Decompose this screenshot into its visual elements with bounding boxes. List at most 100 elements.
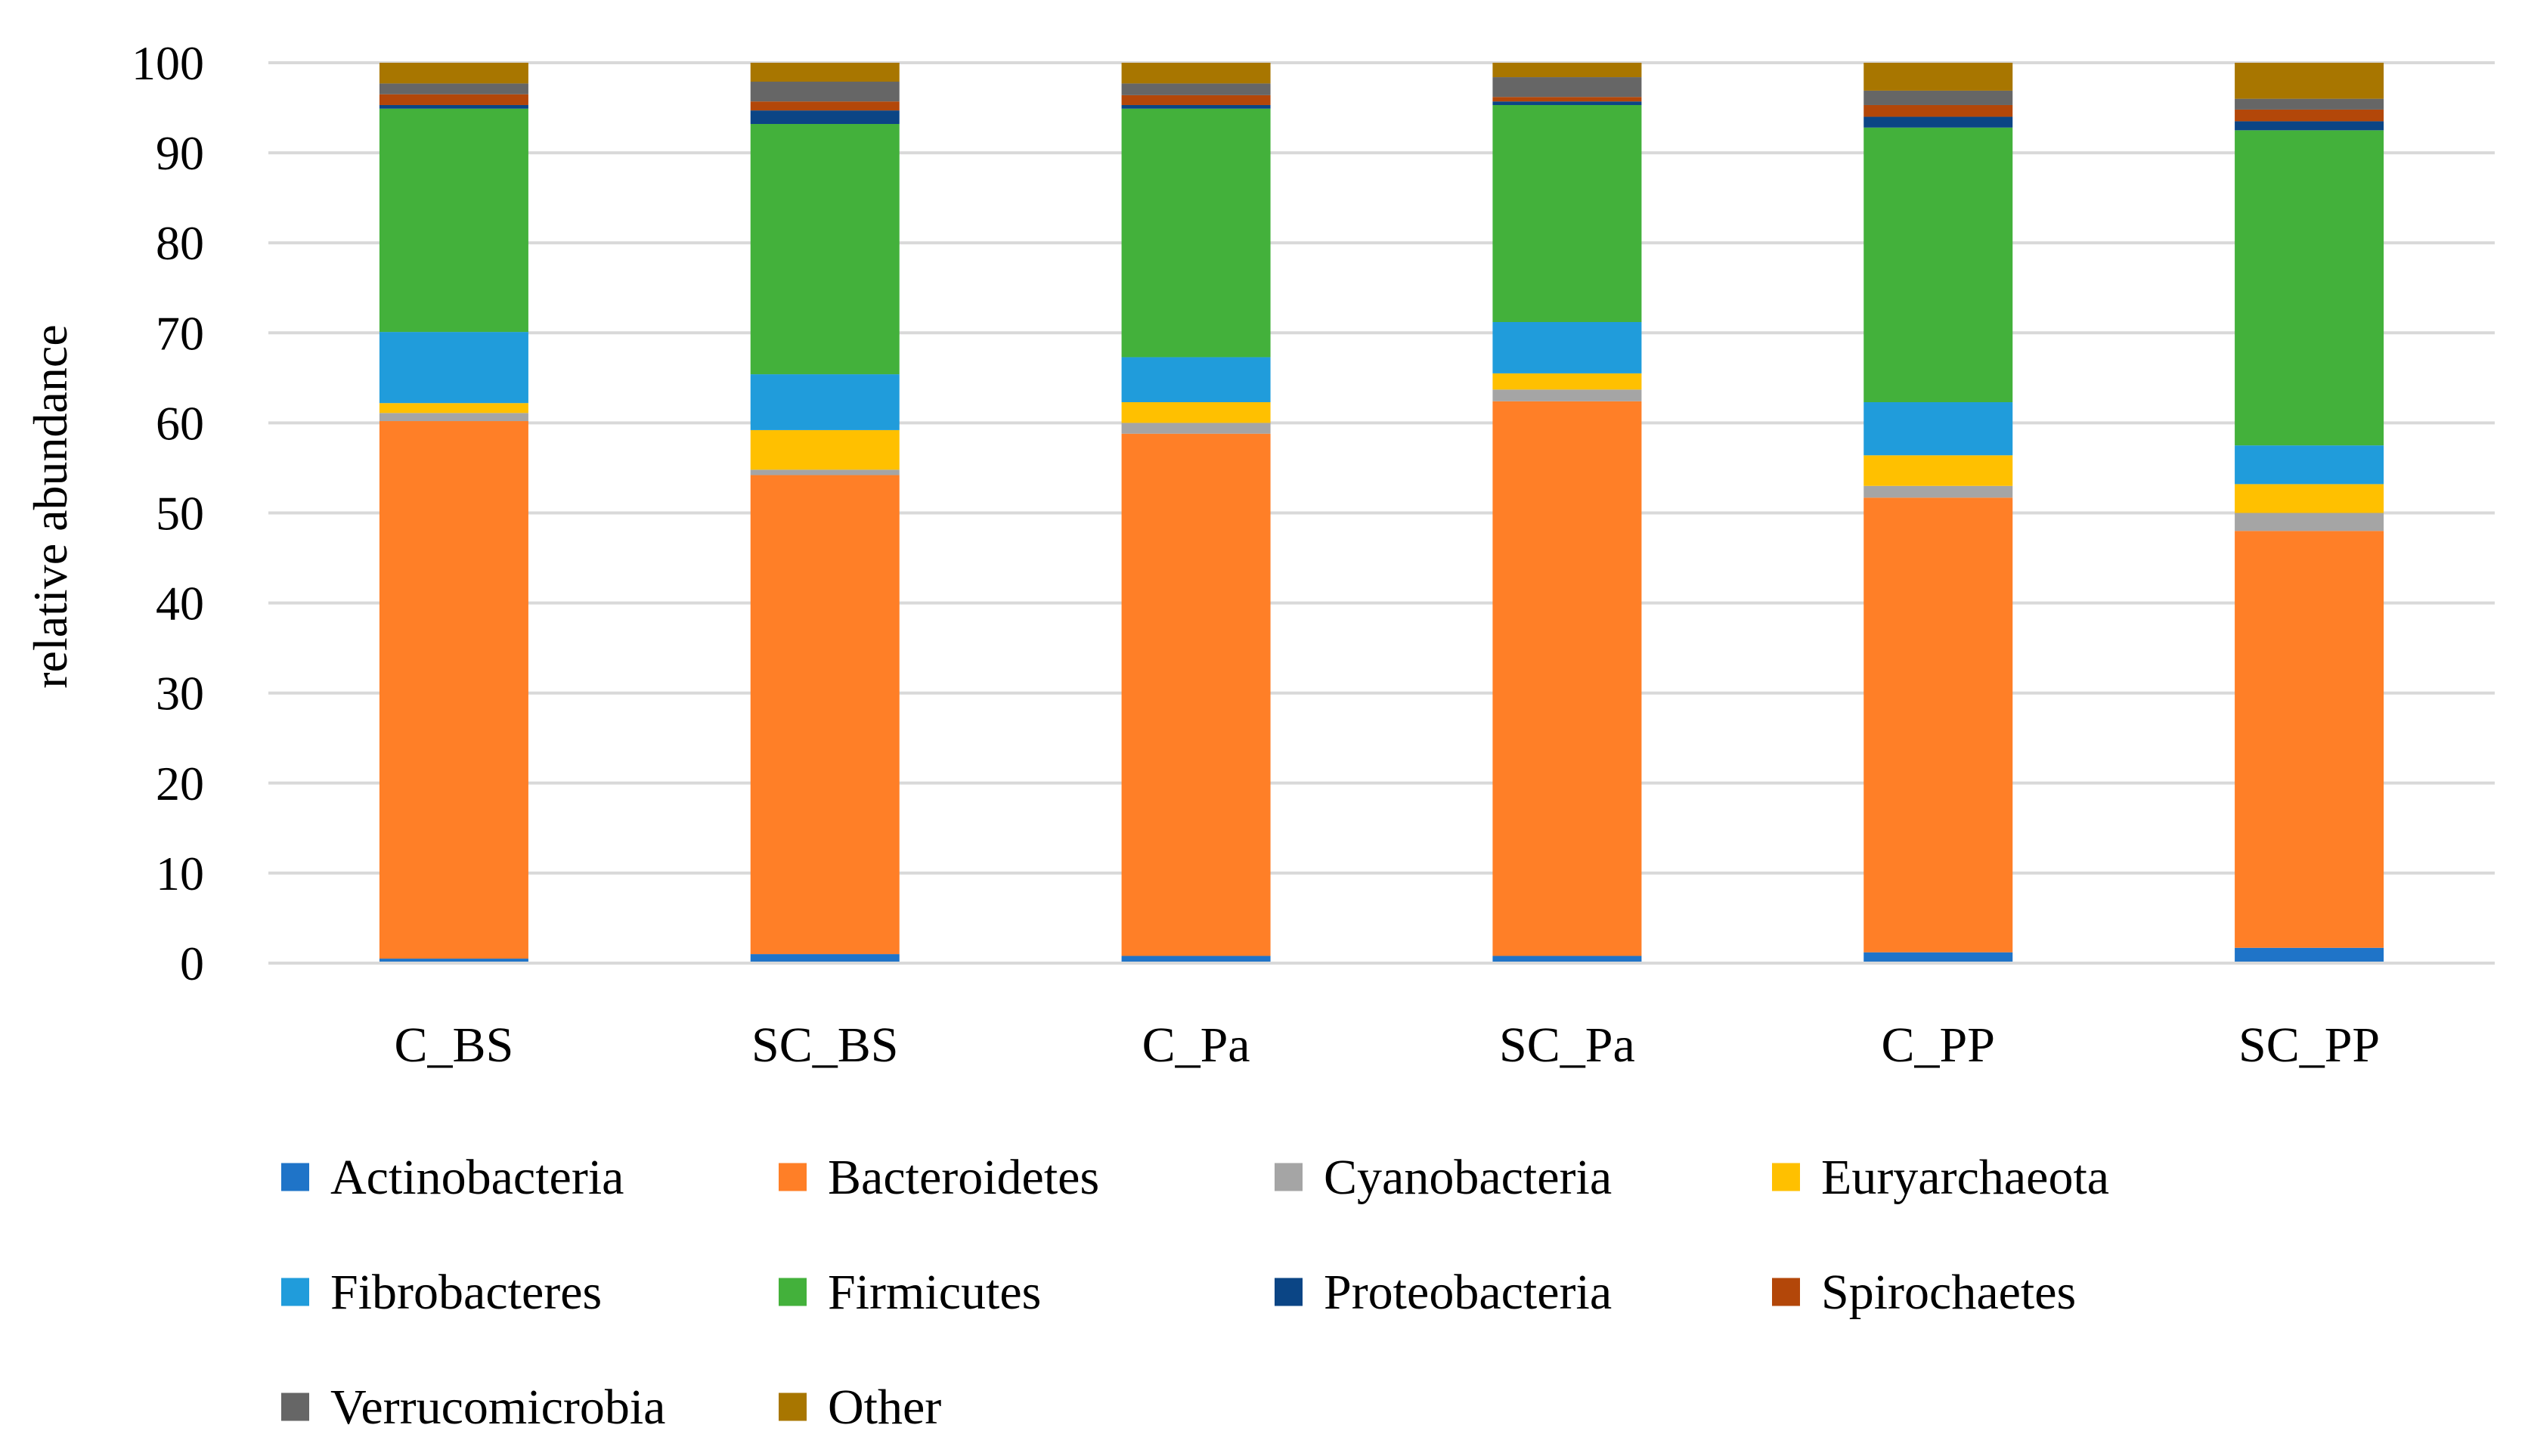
bar-segment-proteobacteria-sc-bs — [750, 110, 900, 124]
legend-label: Firmicutes — [828, 1265, 1041, 1320]
legend: Actinobacteria Bacteroidetes Cyanobacteria… — [281, 1150, 2109, 1435]
y-tick-label: 100 — [132, 36, 204, 90]
bar-segment-bacteroidetes-c-pp — [1863, 497, 2013, 953]
bar-segment-actinobacteria-sc-bs — [750, 954, 900, 963]
legend-item-proteobacteria: Proteobacteria — [1275, 1265, 1612, 1320]
legend-label: Fibrobacteres — [330, 1265, 602, 1320]
bar-segment-firmicutes-c-bs — [379, 108, 528, 333]
bar-segment-fibrobacteres-c-bs — [379, 332, 528, 404]
legend-item-bacteroidetes: Bacteroidetes — [779, 1150, 1099, 1205]
bar-segment-other-c-bs — [379, 63, 528, 84]
legend-item-fibrobacteres: Fibrobacteres — [281, 1265, 602, 1320]
bar-segment-bacteroidetes-c-pa — [1121, 433, 1271, 956]
legend-swatch — [1275, 1163, 1303, 1191]
legend-label: Verrucomicrobia — [330, 1380, 665, 1435]
gridlines — [268, 61, 2495, 875]
bar-segment-actinobacteria-c-bs — [379, 959, 528, 963]
bar-segment-actinobacteria-c-pp — [1863, 952, 2013, 963]
legend-swatch — [281, 1392, 309, 1421]
x-tick-label: C_Pa — [1142, 1018, 1250, 1073]
bar-segment-euryarchaeota-c-pa — [1121, 402, 1271, 423]
bar-segment-verrucomicrobia-c-pp — [1863, 90, 2013, 105]
bar-segment-spirochaetes-sc-pp — [2235, 109, 2384, 122]
bar-segment-euryarchaeota-c-pp — [1863, 455, 2013, 486]
bar-segment-other-sc-pa — [1492, 63, 1642, 78]
legend-swatch — [281, 1278, 309, 1306]
bar-segment-fibrobacteres-c-pa — [1121, 357, 1271, 403]
y-tick-label: 80 — [156, 216, 204, 270]
bar-segment-cyanobacteria-c-pp — [1863, 485, 2013, 498]
bar-segment-verrucomicrobia-c-pa — [1121, 83, 1271, 95]
legend-swatch — [281, 1163, 309, 1191]
bar-segment-other-sc-bs — [750, 63, 900, 82]
bar-segment-firmicutes-sc-bs — [750, 123, 900, 375]
bar-segment-proteobacteria-c-pp — [1863, 116, 2013, 128]
bar-segment-spirochaetes-sc-pa — [1492, 97, 1642, 102]
y-tick-label: 30 — [156, 667, 204, 720]
bar-segment-proteobacteria-sc-pp — [2235, 121, 2384, 131]
x-tick-label: C_BS — [395, 1018, 514, 1073]
bar-segment-verrucomicrobia-sc-pa — [1492, 77, 1642, 98]
bar-segment-firmicutes-c-pp — [1863, 127, 2013, 403]
y-tick-label: 50 — [156, 487, 204, 541]
bar-segment-cyanobacteria-sc-bs — [750, 469, 900, 476]
bar-segment-spirochaetes-sc-bs — [750, 101, 900, 111]
bar-segment-other-sc-pp — [2235, 63, 2384, 99]
bar-segment-firmicutes-sc-pp — [2235, 130, 2384, 446]
bar-segment-bacteroidetes-c-bs — [379, 421, 528, 959]
legend-swatch — [779, 1278, 807, 1306]
legend-item-euryarchaeota: Euryarchaeota — [1772, 1150, 2109, 1205]
bar-segment-cyanobacteria-c-pa — [1121, 423, 1271, 434]
bar-segment-verrucomicrobia-sc-pp — [2235, 98, 2384, 110]
y-axis-title: relative abundance — [23, 324, 77, 689]
x-tick-label: SC_Pa — [1499, 1018, 1635, 1073]
legend-swatch — [779, 1392, 807, 1421]
bar-segment-other-c-pa — [1121, 63, 1271, 84]
legend-item-spirochaetes: Spirochaetes — [1772, 1265, 2076, 1320]
bar-segment-fibrobacteres-sc-pa — [1492, 322, 1642, 373]
legend-swatch — [1772, 1278, 1800, 1306]
y-tick-label: 60 — [156, 396, 204, 450]
legend-label: Actinobacteria — [330, 1150, 624, 1205]
bar-segment-euryarchaeota-sc-bs — [750, 429, 900, 470]
y-tick-label: 90 — [156, 126, 204, 180]
bar-segment-fibrobacteres-sc-pp — [2235, 445, 2384, 485]
bar-segment-proteobacteria-c-bs — [379, 104, 528, 109]
legend-item-other: Other — [779, 1380, 941, 1435]
legend-swatch — [1275, 1278, 1303, 1306]
legend-item-cyanobacteria: Cyanobacteria — [1275, 1150, 1612, 1205]
legend-label: Euryarchaeota — [1821, 1150, 2109, 1205]
bar-segment-spirochaetes-c-pa — [1121, 94, 1271, 105]
y-tick-label: 70 — [156, 306, 204, 360]
y-tick-label: 40 — [156, 577, 204, 630]
legend-label: Proteobacteria — [1324, 1265, 1612, 1320]
bar-segment-fibrobacteres-c-pp — [1863, 402, 2013, 456]
bar-segment-cyanobacteria-sc-pp — [2235, 513, 2384, 531]
legend-label: Cyanobacteria — [1324, 1150, 1612, 1205]
y-tick-label: 0 — [180, 937, 204, 990]
bar-segment-proteobacteria-sc-pa — [1492, 101, 1642, 105]
legend-label: Spirochaetes — [1821, 1265, 2076, 1320]
legend-swatch — [779, 1163, 807, 1191]
legend-item-actinobacteria: Actinobacteria — [281, 1150, 624, 1205]
bar-segment-actinobacteria-sc-pp — [2235, 947, 2384, 963]
bars — [379, 63, 2384, 963]
bar-segment-euryarchaeota-sc-pp — [2235, 484, 2384, 513]
bar-segment-spirochaetes-c-bs — [379, 94, 528, 105]
legend-swatch — [1772, 1163, 1800, 1191]
bar-segment-spirochaetes-c-pp — [1863, 104, 2013, 117]
bar-segment-cyanobacteria-sc-pa — [1492, 389, 1642, 401]
y-tick-label: 10 — [156, 847, 204, 900]
bar-segment-other-c-pp — [1863, 63, 2013, 91]
x-tick-label: SC_PP — [2238, 1018, 2380, 1073]
bar-segment-fibrobacteres-sc-bs — [750, 374, 900, 430]
bar-segment-verrucomicrobia-sc-bs — [750, 82, 900, 102]
legend-label: Bacteroidetes — [828, 1150, 1099, 1205]
bar-segment-actinobacteria-sc-pa — [1492, 956, 1642, 963]
legend-item-firmicutes: Firmicutes — [779, 1265, 1041, 1320]
bar-segment-bacteroidetes-sc-bs — [750, 475, 900, 955]
bar-segment-cyanobacteria-c-bs — [379, 413, 528, 422]
bar-segment-proteobacteria-c-pa — [1121, 104, 1271, 109]
